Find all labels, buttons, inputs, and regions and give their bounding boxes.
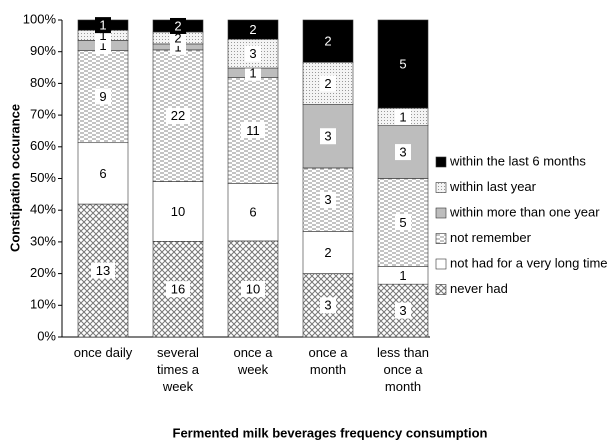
x-tick-label: once daily: [74, 345, 133, 360]
data-label: 3: [324, 129, 331, 144]
data-label: 2: [324, 245, 331, 260]
x-tick-label-line: once daily: [74, 345, 133, 360]
label-box: [166, 281, 190, 298]
label-box: [245, 204, 261, 221]
data-label: 1: [99, 38, 106, 53]
data-label: 1: [399, 109, 406, 124]
y-tick-label: 50%: [30, 170, 56, 185]
data-label: 16: [171, 282, 185, 297]
x-axis-title: Fermented milk beverages frequency consu…: [173, 425, 488, 440]
label-box: [320, 244, 336, 261]
x-tick-label: several times a week: [157, 345, 200, 394]
y-tick-label: 30%: [30, 233, 56, 248]
data-label: 2: [324, 34, 331, 49]
data-label: 5: [399, 56, 406, 71]
label-box: [245, 21, 261, 38]
label-box: [320, 128, 336, 145]
data-label: 2: [249, 22, 256, 37]
label-box: [320, 297, 336, 314]
label-box: [395, 144, 411, 161]
label-box: [241, 280, 265, 297]
label-box: [91, 262, 115, 279]
y-tick-label: 100%: [23, 11, 57, 26]
legend-swatch: [435, 182, 447, 193]
y-tick-label: 10%: [30, 297, 56, 312]
label-box: [166, 107, 190, 124]
data-label: 10: [171, 204, 185, 219]
data-label: 6: [249, 205, 256, 220]
label-box: [320, 75, 336, 92]
data-label: 3: [399, 303, 406, 318]
label-box: [320, 191, 336, 208]
legend-swatch: [435, 233, 447, 244]
x-tick-label: once a week: [233, 345, 273, 377]
data-label: 1: [174, 39, 181, 54]
label-box: [395, 302, 411, 319]
label-box: [395, 267, 411, 284]
label-box: [245, 64, 261, 81]
y-tick-label: 20%: [30, 265, 56, 280]
x-tick-label-line: once a: [383, 362, 423, 377]
data-label: 1: [249, 65, 256, 80]
data-label: 1: [99, 28, 106, 43]
x-tick-label-line: less than: [377, 345, 429, 360]
label-box: [395, 108, 411, 125]
y-tick-label: 70%: [30, 107, 56, 122]
y-tick-label: 90%: [30, 43, 56, 58]
y-tick-label: 40%: [30, 202, 56, 217]
y-tick-label: 0%: [37, 328, 56, 343]
y-tick-label: 60%: [30, 138, 56, 153]
legend-swatch: [435, 156, 447, 168]
data-label: 9: [99, 89, 106, 104]
data-label: 3: [324, 298, 331, 313]
x-tick-label-line: several: [157, 345, 199, 360]
label-box: [395, 56, 411, 73]
legend-label: not had for a very long time: [450, 255, 608, 270]
x-tick-label-line: times a: [157, 362, 200, 377]
label-box: [170, 17, 186, 34]
legend-label: never had: [450, 281, 508, 296]
x-tick-label-line: month: [385, 379, 421, 394]
data-label: 5: [399, 215, 406, 230]
label-box: [395, 214, 411, 231]
data-label: 3: [249, 46, 256, 61]
data-label: 3: [324, 192, 331, 207]
x-tick-label-line: once a: [308, 345, 348, 360]
label-box: [95, 88, 111, 105]
legend-label: within more than one year: [449, 204, 600, 219]
legend-swatch: [435, 258, 447, 270]
data-label: 10: [246, 281, 260, 296]
legend-label: not remember: [450, 230, 532, 245]
data-label: 6: [99, 166, 106, 181]
data-label: 3: [399, 145, 406, 160]
x-tick-label-line: month: [310, 362, 346, 377]
data-label: 2: [174, 30, 181, 45]
label-box: [245, 45, 261, 62]
legend-label: within the last 6 months: [449, 153, 586, 168]
y-axis-title: Constipation occurance: [7, 104, 22, 252]
data-label: 1: [99, 18, 106, 33]
legend-label: within last year: [449, 179, 537, 194]
data-label: 2: [174, 18, 181, 33]
data-label: 22: [171, 108, 185, 123]
label-box: [95, 165, 111, 182]
x-tick-label-line: once a: [233, 345, 273, 360]
legend-swatch: [435, 284, 447, 295]
data-label: 13: [96, 263, 110, 278]
data-label: 2: [324, 76, 331, 91]
label-box: [166, 203, 190, 220]
x-tick-label: once a month: [308, 345, 348, 377]
y-tick-label: 80%: [30, 75, 56, 90]
legend-swatch: [435, 207, 447, 219]
label-box: [241, 122, 265, 139]
label-box: [320, 33, 336, 50]
data-label: 1: [399, 268, 406, 283]
x-tick-label: less than once a month: [377, 345, 429, 394]
x-tick-label-line: week: [162, 379, 194, 394]
data-label: 11: [246, 123, 260, 138]
x-tick-label-line: week: [237, 362, 269, 377]
label-box: [95, 17, 111, 34]
